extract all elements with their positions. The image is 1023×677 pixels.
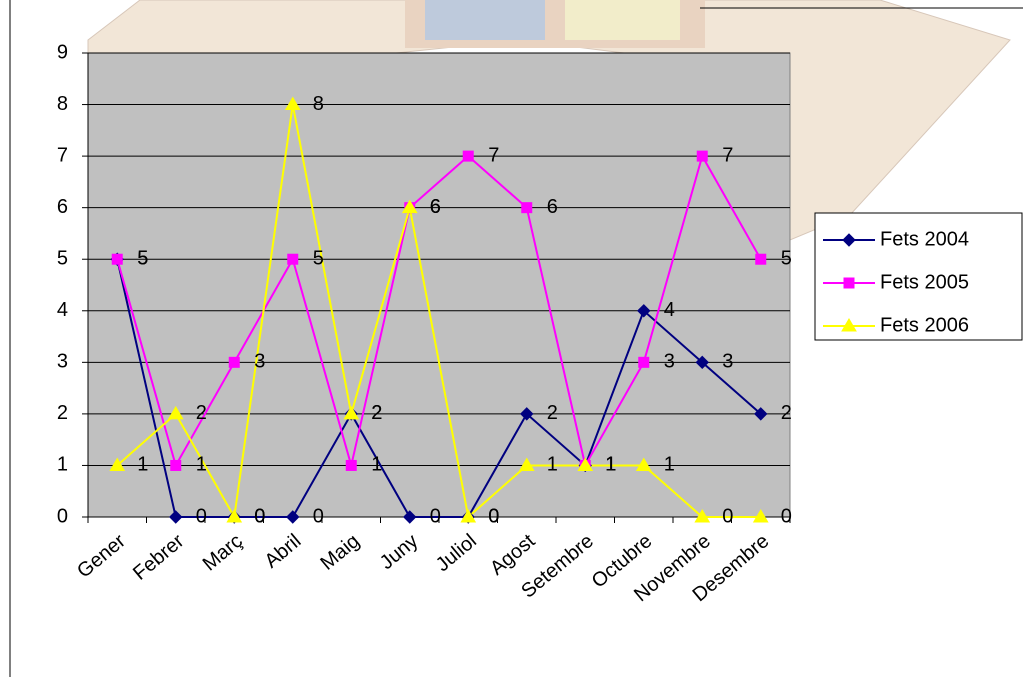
point-marker (462, 150, 474, 162)
data-label: 0 (781, 505, 792, 527)
point-marker (521, 202, 533, 214)
watermark-shield (565, 0, 680, 40)
point-marker (577, 457, 594, 471)
point-marker (228, 356, 240, 368)
data-label: 3 (664, 351, 675, 373)
data-label: 0 (430, 505, 441, 527)
point-marker (841, 318, 857, 332)
data-label: 3 (722, 351, 733, 373)
point-marker (284, 96, 301, 111)
point-marker (752, 509, 769, 523)
point-marker (635, 457, 652, 471)
data-label: 8 (313, 93, 324, 115)
data-label: 1 (196, 454, 207, 476)
data-label: 3 (254, 351, 265, 373)
y-tick-label: 9 (57, 41, 68, 63)
data-label: 5 (137, 248, 148, 270)
legend-label: Fets 2004 (880, 228, 969, 250)
data-label: 1 (664, 454, 675, 476)
data-label: 1 (547, 454, 558, 476)
data-label: 0 (196, 505, 207, 527)
point-marker (343, 405, 360, 420)
data-label: 2 (781, 402, 792, 424)
data-label: 2 (547, 402, 558, 424)
data-label: 5 (313, 248, 324, 270)
data-label: 1 (605, 454, 616, 476)
y-tick-label: 3 (57, 351, 68, 373)
point-marker (286, 510, 300, 524)
data-label: 4 (664, 299, 675, 321)
data-label: 7 (488, 144, 499, 166)
point-marker (403, 510, 417, 524)
point-marker (843, 277, 855, 289)
series-line (116, 259, 762, 518)
x-tick-label: Abril (261, 530, 306, 573)
point-marker (460, 509, 477, 523)
x-tick-label: Febrer (129, 530, 189, 585)
data-label: 0 (488, 505, 499, 527)
point-marker (842, 233, 856, 247)
x-tick-label: Maig (317, 530, 364, 575)
data-label: 0 (254, 505, 265, 527)
y-tick-label: 1 (57, 454, 68, 476)
point-marker (518, 457, 535, 471)
x-tick-label: Juliol (432, 530, 481, 576)
point-marker (345, 459, 357, 471)
data-label: 0 (313, 505, 324, 527)
watermark-shield (425, 0, 545, 40)
y-tick-label: 6 (57, 196, 68, 218)
data-label: 2 (196, 402, 207, 424)
data-label: 0 (254, 505, 265, 527)
data-label: 1 (371, 454, 382, 476)
x-tick-label: Març (199, 530, 247, 575)
point-marker (111, 253, 123, 265)
data-label: 5 (137, 248, 148, 270)
series-line (116, 104, 761, 521)
point-marker (637, 304, 651, 318)
point-marker (695, 355, 709, 370)
series-line (116, 153, 762, 469)
data-label: 1 (605, 454, 616, 476)
y-tick-label: 4 (57, 299, 68, 321)
data-label: 2 (371, 402, 382, 424)
data-label: 1 (137, 454, 148, 476)
data-label: 0 (722, 505, 733, 527)
data-label: 6 (430, 196, 441, 218)
point-marker (169, 510, 183, 524)
point-marker (754, 407, 768, 421)
y-tick-label: 0 (57, 505, 68, 527)
point-marker (170, 459, 182, 471)
point-marker (638, 356, 650, 368)
data-label: 6 (547, 196, 558, 218)
data-label: 6 (430, 196, 441, 218)
point-marker (694, 509, 711, 523)
point-marker (287, 253, 299, 265)
x-tick-label: Agost (486, 530, 540, 580)
legend-label: Fets 2006 (880, 314, 969, 336)
x-tick-label: Gener (73, 530, 130, 583)
plot-area: 0 1 2 3 4 5 6 7 8 9 Gener Febrer Març Abril Maig Juny Ju… (57, 41, 792, 606)
plot-background (87, 52, 791, 518)
point-marker (520, 407, 534, 421)
y-tick-label: 8 (57, 93, 68, 115)
data-label: 2 (371, 402, 382, 424)
data-label: 7 (722, 144, 733, 166)
point-marker (167, 405, 184, 420)
y-tick-label: 2 (57, 402, 68, 424)
legend-label: Fets 2005 (880, 271, 969, 293)
data-label: 5 (781, 248, 792, 270)
data-label: 0 (488, 505, 499, 527)
data-label: 1 (605, 454, 616, 476)
y-tick-label: 5 (57, 248, 68, 270)
point-marker (696, 150, 708, 162)
y-tick-label: 7 (57, 144, 68, 166)
x-tick-label: Juny (376, 530, 423, 574)
point-marker (226, 509, 243, 523)
point-marker (401, 199, 418, 214)
legend-items: Fets 2004 Fets 2005 Fets 2006 (823, 228, 969, 336)
point-marker (755, 253, 767, 265)
point-marker (109, 457, 126, 471)
